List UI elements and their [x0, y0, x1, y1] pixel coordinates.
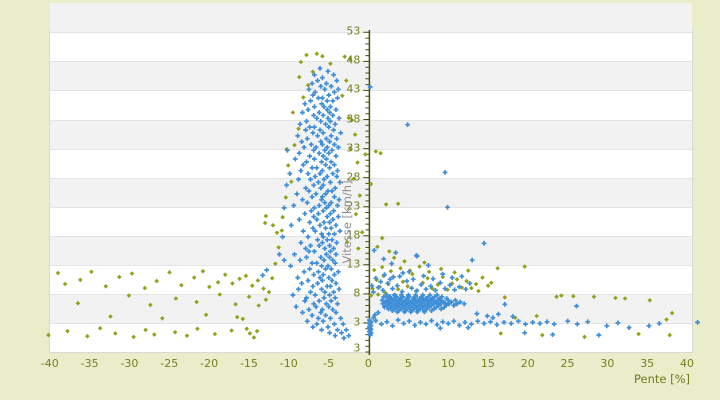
plot-area	[46, 3, 700, 355]
olive-series-points	[46, 51, 675, 340]
x-tick-label: -30	[120, 357, 139, 370]
y-tick-label: 8	[353, 286, 361, 300]
x-tick-label: 20	[520, 357, 535, 370]
y-axis-title: Vitesse [km/h]	[340, 180, 354, 264]
x-tick-label: -15	[239, 357, 258, 370]
y-axis-min-label: 3	[353, 341, 361, 355]
gridline	[50, 119, 692, 121]
gridline	[50, 61, 692, 63]
x-tick-label: -25	[160, 357, 179, 370]
y-tick-label: 48	[346, 53, 361, 67]
x-tick-label: -20	[200, 357, 219, 370]
x-tick-label: -35	[80, 357, 99, 370]
x-tick-label: -40	[40, 357, 59, 370]
stripe-band	[50, 235, 692, 265]
blue-series-points	[260, 66, 700, 341]
y-tick-label: 23	[346, 199, 361, 213]
x-tick-label: 5	[404, 357, 412, 370]
gridline	[50, 264, 692, 266]
gridline	[50, 235, 692, 237]
gridline	[50, 177, 692, 179]
y-tick-label: 38	[346, 112, 361, 125]
stripe-band	[50, 119, 692, 149]
x-axis-title: Pente [%]	[633, 372, 690, 386]
gridline	[50, 148, 692, 150]
y-tick-label: 33	[346, 141, 361, 155]
x-tick-label: 40	[680, 357, 695, 370]
x-tick-label: 15	[480, 357, 495, 370]
x-tick-label: -10	[279, 357, 298, 370]
y-tick-label: 43	[346, 82, 361, 96]
gridline	[50, 90, 692, 92]
y-axis-minor-ticks	[363, 31, 370, 353]
y-tick-label: 18	[346, 228, 361, 242]
x-tick-label: 25	[560, 357, 575, 370]
x-tick-label: 10	[441, 357, 456, 370]
y-tick-label: 3	[353, 315, 361, 329]
stripe-band	[50, 3, 692, 33]
x-tick-label: 35	[640, 357, 655, 370]
y-tick-label: 28	[346, 170, 361, 184]
x-tick-label: 30	[600, 357, 615, 370]
x-tick-label: 0	[364, 357, 372, 370]
y-tick-label: 13	[346, 257, 361, 271]
gridline	[50, 32, 692, 34]
scatter-canvas	[46, 30, 700, 355]
y-tick-label: 53	[346, 24, 361, 38]
gridline	[50, 206, 692, 208]
x-tick-label: -5	[323, 357, 335, 370]
